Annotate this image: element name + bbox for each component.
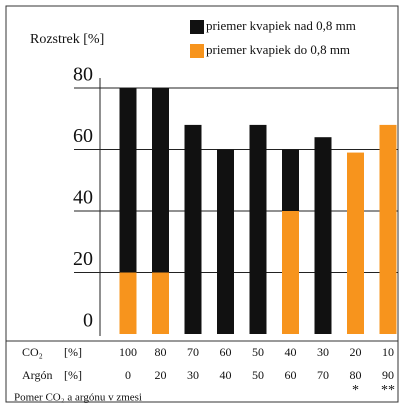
chart-title: Rozstrek [%] <box>30 32 104 47</box>
row-label: CO₂ <box>22 345 43 359</box>
x-tick-label: 40 <box>285 345 297 359</box>
x-tick-label: 100 <box>119 345 137 359</box>
y-tick-label: 20 <box>73 248 93 270</box>
bar-segment <box>119 272 137 334</box>
row-label: Argón <box>22 368 52 382</box>
bar-segment <box>119 88 137 273</box>
bar-segment <box>347 152 364 334</box>
annotation: * <box>352 383 359 398</box>
x-tick-label: 10 <box>382 345 394 359</box>
bar-segment <box>314 137 332 334</box>
x-tick-label: 80 <box>350 368 362 382</box>
frame <box>5 5 399 403</box>
x-tick-label: 80 <box>155 345 167 359</box>
x-tick-label: 30 <box>317 345 329 359</box>
annotation: ** <box>381 383 395 398</box>
x-tick-label: 20 <box>350 345 362 359</box>
bar-segment <box>282 211 299 334</box>
x-tick-label: 90 <box>382 368 394 382</box>
x-tick-label: 0 <box>125 368 131 382</box>
legend-swatch <box>190 20 204 34</box>
row-unit: [%] <box>64 368 82 382</box>
x-axis-label: Pomer CO₂ a argónu v zmesi <box>14 392 142 404</box>
x-tick-label: 40 <box>220 368 232 382</box>
x-tick-label: 50 <box>252 345 264 359</box>
bar-segment <box>217 149 234 334</box>
bar-segment <box>152 272 169 334</box>
x-tick-label: 70 <box>317 368 329 382</box>
x-tick-label: 60 <box>285 368 297 382</box>
y-tick-label: 40 <box>73 187 93 209</box>
bar-segment <box>282 149 299 211</box>
x-tick-label: 30 <box>187 368 199 382</box>
bar-segment <box>184 124 202 335</box>
legend-label: priemer kvapiek do 0,8 mm <box>206 42 350 57</box>
x-tick-label: 20 <box>155 368 167 382</box>
y-tick-label: 80 <box>73 64 93 86</box>
x-tick-label: 70 <box>187 345 199 359</box>
bar-segment <box>249 124 267 335</box>
x-tick-label: 60 <box>220 345 232 359</box>
y-tick-label: 0 <box>83 310 93 332</box>
legend-label: priemer kvapiek nad 0,8 mm <box>206 18 356 33</box>
bar-segment <box>379 124 397 335</box>
y-tick-label: 60 <box>73 125 93 147</box>
row-unit: [%] <box>64 345 82 359</box>
bar-segment <box>152 88 169 273</box>
legend-swatch <box>190 44 204 58</box>
x-tick-label: 50 <box>252 368 264 382</box>
